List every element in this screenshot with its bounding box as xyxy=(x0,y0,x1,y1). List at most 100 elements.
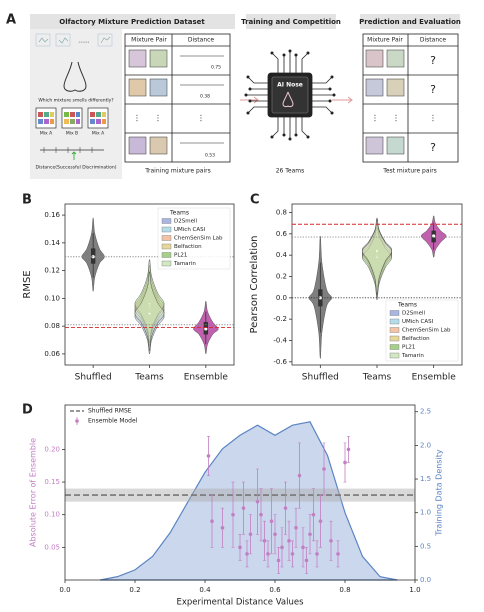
point xyxy=(336,552,340,556)
point xyxy=(280,545,284,550)
nose-icon xyxy=(63,61,87,92)
unknown: ? xyxy=(430,83,436,96)
legend-swatch xyxy=(389,318,400,325)
y-tick-label: 0.12 xyxy=(44,267,60,275)
error-cap xyxy=(298,442,301,509)
ellipsis: ⋮ xyxy=(371,114,379,123)
y-tick-label: 0.10 xyxy=(44,511,60,519)
point xyxy=(301,545,305,550)
point xyxy=(304,558,309,563)
error-cap xyxy=(319,494,322,548)
error-cap xyxy=(294,507,298,548)
error-cap xyxy=(280,527,284,568)
arrow xyxy=(332,96,353,104)
mixture-icons xyxy=(128,49,168,155)
point xyxy=(294,525,298,530)
y-tick-label: 0.0 xyxy=(276,294,287,302)
legend-label: UMich CASI xyxy=(174,227,206,233)
ellipsis: ⋮ xyxy=(133,114,141,123)
y-tick-label: 0.16 xyxy=(44,211,60,219)
point xyxy=(248,532,253,537)
molecules xyxy=(35,33,113,47)
error-cap xyxy=(273,514,277,555)
legend-swatch xyxy=(161,243,172,250)
legend-label: UMich CASI xyxy=(402,319,434,325)
x-tick-label: Shuffled xyxy=(75,373,112,383)
legend-label: D2Smell xyxy=(402,311,425,317)
mix-label: Mix A xyxy=(40,131,53,137)
legend-label: PL21 xyxy=(174,253,187,259)
question: Which mixture smells differently? xyxy=(38,98,114,104)
y-tick-label: 0.14 xyxy=(44,239,60,247)
legend-swatch xyxy=(161,252,172,258)
x-tick-label: Teams xyxy=(134,373,164,383)
ellipsis: ⋮ xyxy=(197,114,205,123)
competition-title: Training and Competition xyxy=(241,18,341,26)
point xyxy=(308,532,312,537)
training-caption: Training mixture pairs xyxy=(144,168,210,175)
x-tick-label: Ensemble xyxy=(184,373,229,383)
y-tick-label: 0.8 xyxy=(276,209,287,217)
title-bg xyxy=(360,14,460,29)
table-header: Distance xyxy=(188,37,215,44)
error-cap xyxy=(301,527,305,568)
legend-label: Belfaction xyxy=(174,244,202,250)
violin xyxy=(134,271,165,350)
title-bg xyxy=(30,14,235,29)
legend-label: Belfaction xyxy=(402,336,430,342)
point xyxy=(220,525,225,530)
median xyxy=(376,250,378,252)
error-cap xyxy=(312,488,315,542)
panel-label: D xyxy=(22,403,33,418)
test-caption: Test mixture pairs xyxy=(382,168,437,175)
y2-tick-label: 0.0 xyxy=(420,576,431,584)
error-cap xyxy=(343,442,347,483)
error-cap xyxy=(245,540,249,568)
median xyxy=(318,296,322,300)
legend-label: PL21 xyxy=(402,345,415,351)
legend-label: Shuffled RMSE xyxy=(88,408,132,415)
point xyxy=(290,552,295,556)
point xyxy=(315,552,319,556)
point xyxy=(210,519,214,524)
test-table xyxy=(362,33,459,163)
dataset-bg xyxy=(30,29,122,179)
legend-swatch xyxy=(389,344,400,350)
point xyxy=(343,460,347,465)
point xyxy=(231,512,235,517)
unknown: ? xyxy=(430,54,436,67)
y2-tick-label: 2.0 xyxy=(420,441,431,449)
dataset-title: Olfactory Mixture Prediction Dataset xyxy=(59,18,205,26)
legend-swatch xyxy=(389,327,400,333)
legend-title: Teams xyxy=(397,302,417,309)
point xyxy=(287,539,291,543)
y-tick-label: 0.10 xyxy=(44,294,60,302)
legend-label: ChemSenSim Lab xyxy=(174,236,223,242)
error-cap xyxy=(263,520,266,561)
legend-title: Teams xyxy=(169,210,189,217)
evaluation-title: Prediction and Evaluation xyxy=(359,18,461,26)
legend-label: Ensemble Model xyxy=(88,418,138,425)
legend-swatch xyxy=(161,226,172,233)
legend-label: ChemSenSim Lab xyxy=(402,328,451,334)
point xyxy=(311,512,316,517)
panel-label: A xyxy=(6,13,16,28)
y2-tick-label: 1.0 xyxy=(420,509,431,517)
y2-tick-label: 2.5 xyxy=(420,408,431,416)
ellipsis: ⋮ xyxy=(154,114,162,123)
point xyxy=(297,473,302,478)
error-cap xyxy=(277,547,280,574)
legend-swatch xyxy=(389,335,400,342)
point xyxy=(255,499,260,504)
point xyxy=(322,467,326,471)
violin xyxy=(362,218,392,295)
x-tick-label: 0.0 xyxy=(59,586,70,594)
legend-swatch xyxy=(389,352,400,359)
x-tick-label: 0.6 xyxy=(269,586,281,594)
y-tick-label: 0.6 xyxy=(276,230,288,238)
error-cap xyxy=(336,540,340,568)
green-arrow xyxy=(71,151,77,160)
point xyxy=(245,552,249,556)
y-tick-label: -0.4 xyxy=(273,336,287,344)
